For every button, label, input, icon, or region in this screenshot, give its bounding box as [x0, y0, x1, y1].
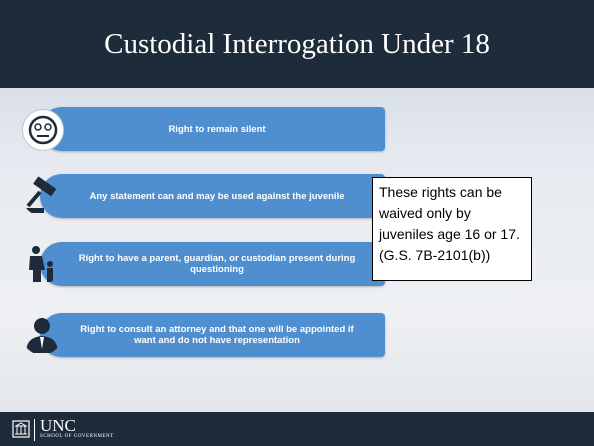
- logo: UNC: [40, 416, 76, 436]
- header: Custodial Interrogation Under 18: [0, 0, 594, 88]
- footer: UNC SCHOOL OF GOVERNMENT: [0, 412, 594, 446]
- item: Right to have a parent, guardian, or cus…: [22, 242, 387, 286]
- icon: [22, 244, 62, 284]
- logo-subtitle: SCHOOL OF GOVERNMENT: [40, 434, 114, 439]
- item-text: Any statement can and may be used agains…: [72, 174, 362, 218]
- title: Custodial Interrogation Under 18: [0, 28, 594, 61]
- item-text: Right to have a parent, guardian, or cus…: [72, 242, 362, 286]
- slide: Custodial Interrogation Under 18 Right t…: [0, 0, 594, 446]
- icon: [22, 315, 62, 355]
- item-text: Right to consult an attorney and that on…: [72, 313, 362, 357]
- item: Right to remain silent: [22, 107, 387, 151]
- item: Any statement can and may be used agains…: [22, 174, 387, 218]
- icon: [22, 109, 64, 151]
- divider: [34, 419, 35, 441]
- logo-icon: [12, 420, 30, 438]
- item: Right to consult an attorney and that on…: [22, 313, 387, 357]
- note: These rights can be waived only by juven…: [372, 177, 532, 281]
- icon: [22, 176, 62, 216]
- item-text: Right to remain silent: [72, 107, 362, 151]
